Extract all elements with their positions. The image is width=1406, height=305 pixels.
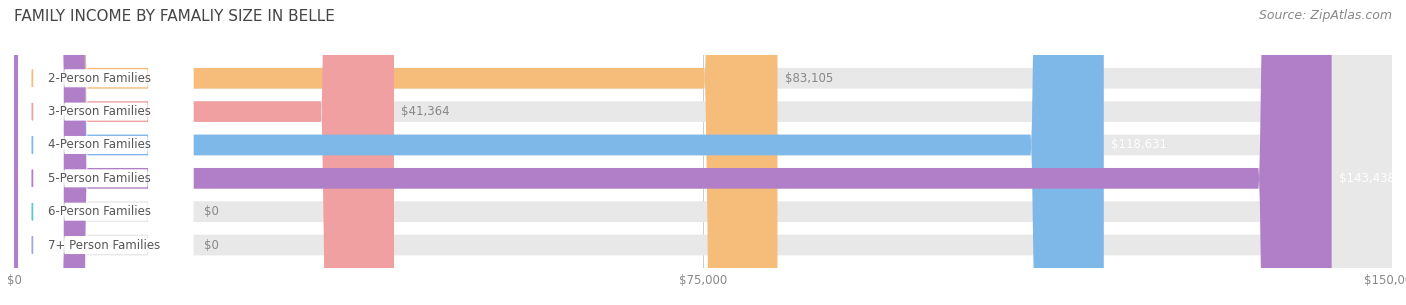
Text: 4-Person Families: 4-Person Families bbox=[48, 138, 150, 152]
Text: $118,631: $118,631 bbox=[1111, 138, 1167, 152]
Text: $0: $0 bbox=[204, 205, 219, 218]
Text: 3-Person Families: 3-Person Families bbox=[48, 105, 150, 118]
Text: Source: ZipAtlas.com: Source: ZipAtlas.com bbox=[1258, 9, 1392, 22]
Text: $143,438: $143,438 bbox=[1339, 172, 1395, 185]
Text: 5-Person Families: 5-Person Families bbox=[48, 172, 150, 185]
FancyBboxPatch shape bbox=[14, 0, 778, 305]
FancyBboxPatch shape bbox=[18, 0, 193, 305]
FancyBboxPatch shape bbox=[14, 0, 394, 305]
FancyBboxPatch shape bbox=[14, 0, 1392, 305]
Text: 2-Person Families: 2-Person Families bbox=[48, 72, 150, 85]
Text: 6-Person Families: 6-Person Families bbox=[48, 205, 150, 218]
Text: 7+ Person Families: 7+ Person Families bbox=[48, 239, 160, 252]
FancyBboxPatch shape bbox=[14, 0, 1331, 305]
FancyBboxPatch shape bbox=[18, 0, 193, 305]
FancyBboxPatch shape bbox=[14, 0, 1104, 305]
FancyBboxPatch shape bbox=[18, 0, 193, 305]
FancyBboxPatch shape bbox=[14, 0, 1392, 305]
Text: $41,364: $41,364 bbox=[401, 105, 450, 118]
FancyBboxPatch shape bbox=[14, 0, 1392, 305]
FancyBboxPatch shape bbox=[14, 0, 1392, 305]
Text: $83,105: $83,105 bbox=[785, 72, 832, 85]
FancyBboxPatch shape bbox=[18, 0, 193, 305]
FancyBboxPatch shape bbox=[18, 0, 193, 305]
Text: FAMILY INCOME BY FAMALIY SIZE IN BELLE: FAMILY INCOME BY FAMALIY SIZE IN BELLE bbox=[14, 9, 335, 24]
FancyBboxPatch shape bbox=[14, 0, 1392, 305]
Text: $0: $0 bbox=[204, 239, 219, 252]
FancyBboxPatch shape bbox=[18, 0, 193, 305]
FancyBboxPatch shape bbox=[14, 0, 1392, 305]
